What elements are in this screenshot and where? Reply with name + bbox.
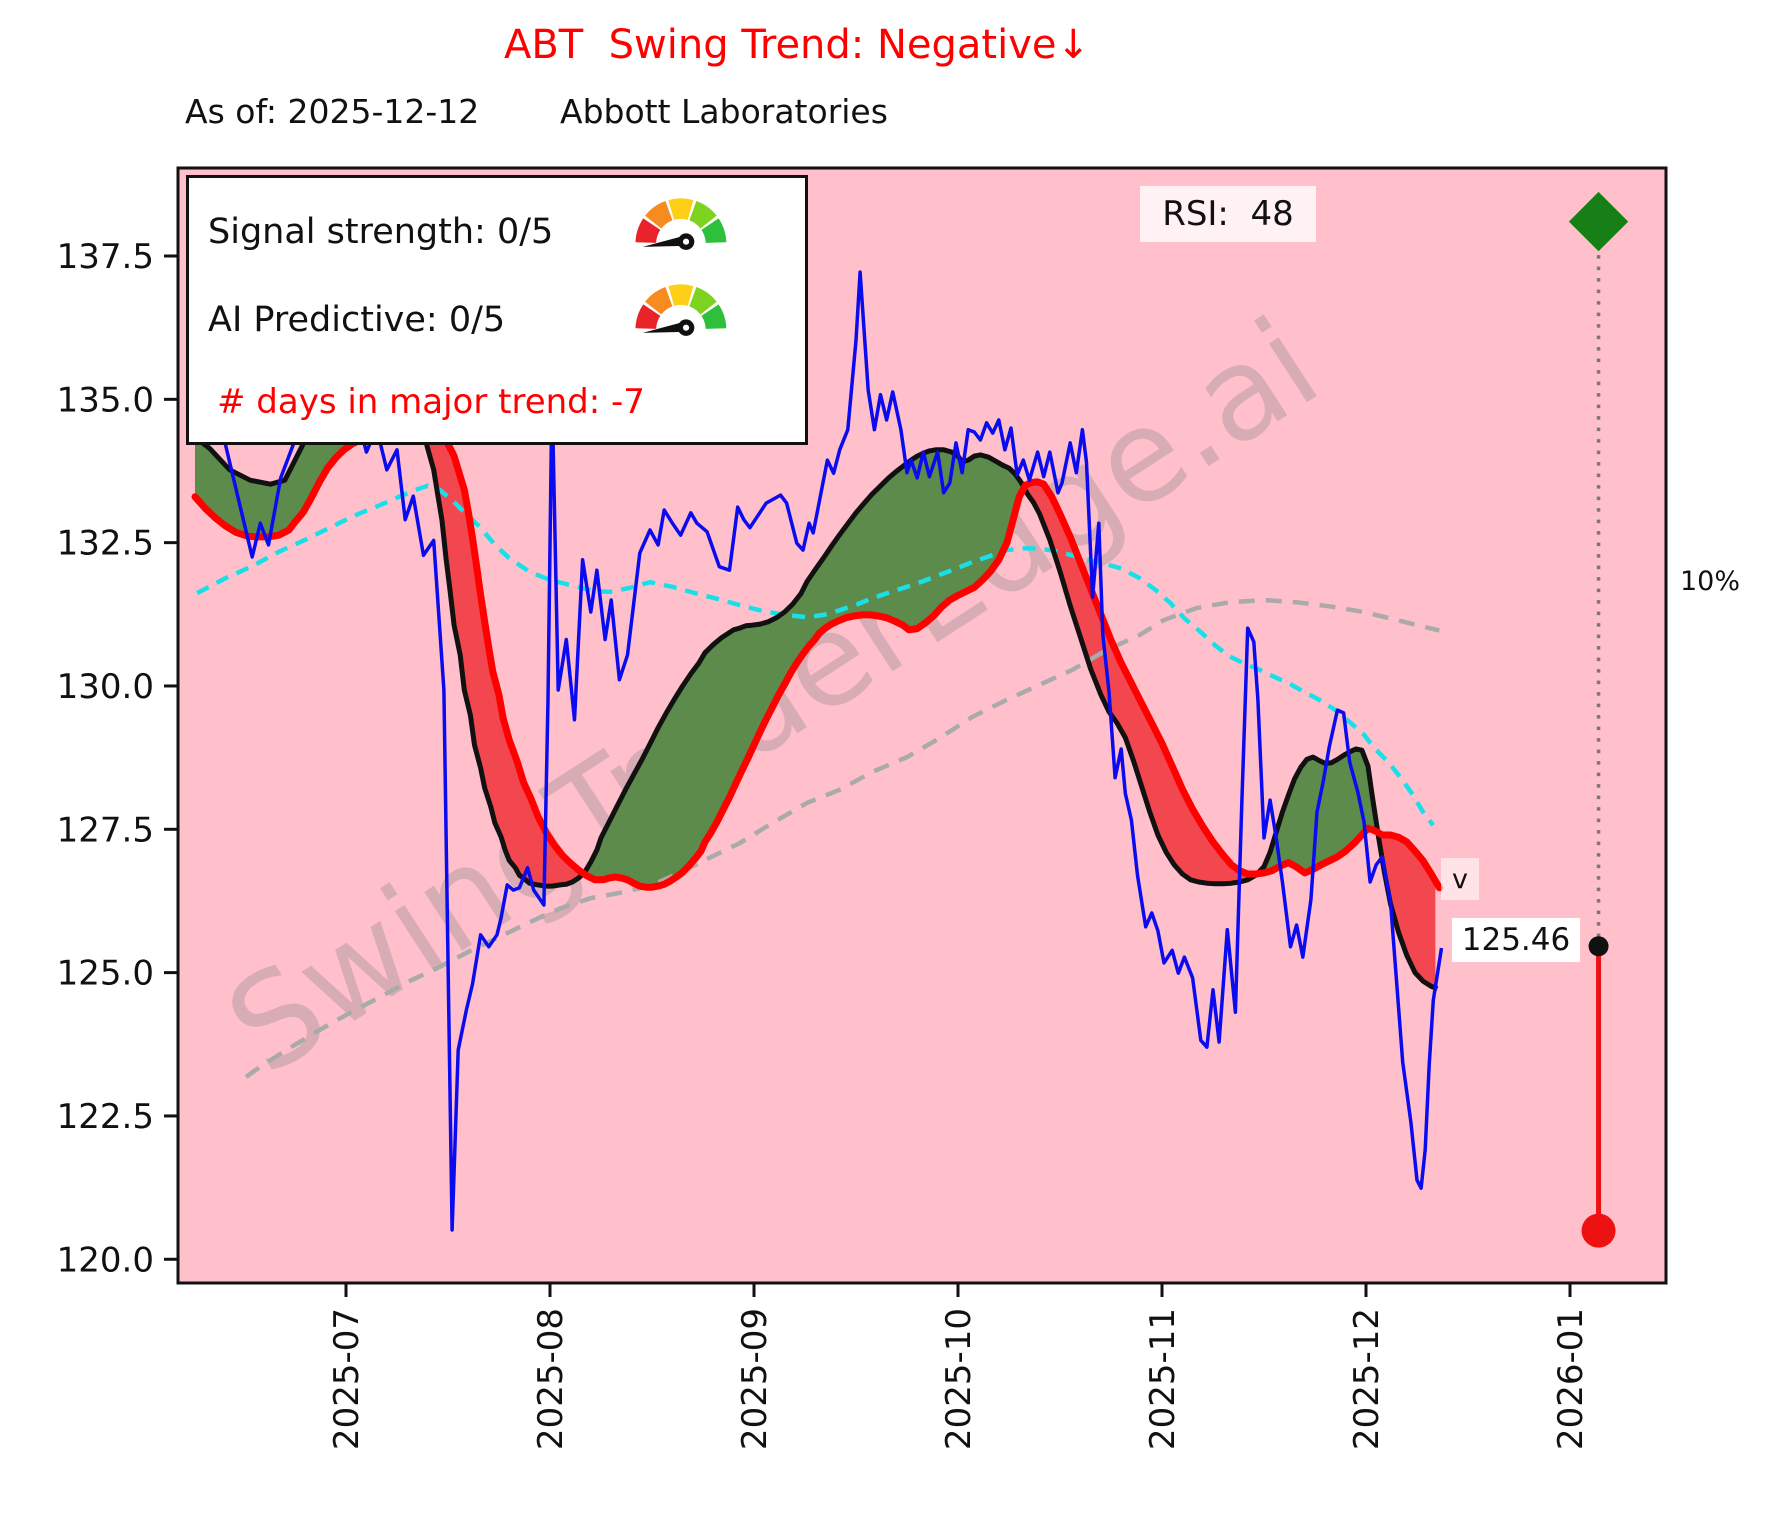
- target-percent-label: 10%: [1680, 566, 1741, 597]
- last-close-dot: [1588, 936, 1609, 957]
- company-name: Abbott Laboratories: [560, 92, 888, 131]
- bullish-band-fill: [1259, 749, 1379, 874]
- gauge-icon: [635, 198, 727, 250]
- x-tick-label: 2025-12: [1347, 1308, 1387, 1450]
- signal-legend-box: Signal strength: 0/5 AI Predictive: 0/5 …: [186, 175, 808, 445]
- stop-dot: [1581, 1213, 1616, 1248]
- x-tick-label: 2025-10: [939, 1308, 979, 1450]
- gauge-icon: [635, 284, 727, 336]
- ai-predictive-label: AI Predictive: 0/5: [208, 300, 506, 340]
- y-tick-label: 125.0: [57, 954, 154, 994]
- y-tick-label: 132.5: [57, 524, 154, 564]
- ma-short-line: [196, 483, 1436, 827]
- rsi-badge: RSI: 48: [1140, 186, 1316, 242]
- days-in-trend-label: # days in major trend: -7: [217, 382, 645, 422]
- bullish-band-fill: [586, 449, 1028, 888]
- x-tick-label: 2026-01: [1551, 1308, 1591, 1450]
- v-marker-label: v: [1441, 858, 1479, 900]
- moving-average-lines: [196, 483, 1440, 1079]
- subtitle-row: As of: 2025-12-12 Abbott Laboratories: [0, 92, 1773, 136]
- page-title: ABT Swing Trend: Negative↓: [503, 22, 1091, 68]
- y-tick-label: 122.5: [57, 1097, 154, 1137]
- target-diamond-icon: [1568, 191, 1629, 252]
- axis-ticks: 137.5 135.0 132.5 130.0 127.5 125.0 122.5 120.0…: [57, 237, 1591, 1450]
- y-tick-label: 120.0: [57, 1240, 154, 1280]
- as-of-date: As of: 2025-12-12: [185, 92, 480, 131]
- close-price-line: [193, 270, 1444, 1232]
- bearish-band-fill: [1378, 832, 1436, 988]
- x-tick-label: 2025-09: [735, 1308, 775, 1450]
- forecast-markers: [1568, 191, 1629, 1248]
- price-line: [193, 270, 1444, 1232]
- ma-long-line: [244, 597, 1440, 1079]
- bearish-band-fill: [423, 426, 587, 887]
- trend-lines: [191, 412, 1443, 992]
- y-tick-label: 137.5: [57, 237, 154, 277]
- y-tick-label: 130.0: [57, 667, 154, 707]
- x-tick-label: 2025-07: [327, 1308, 367, 1450]
- swing-trend-line: [191, 422, 1443, 892]
- signal-strength-label: Signal strength: 0/5: [208, 212, 554, 252]
- band-edge-line: [193, 412, 1439, 992]
- last-price-label: 125.46: [1452, 918, 1580, 962]
- bullish-band-fill: [195, 414, 424, 537]
- gauge-needle: [642, 234, 690, 247]
- y-tick-label: 127.5: [57, 810, 154, 850]
- y-tick-label: 135.0: [57, 380, 154, 420]
- x-tick-label: 2025-11: [1143, 1308, 1183, 1450]
- gauge-needle: [642, 320, 690, 333]
- plot-frame: [176, 166, 1668, 1285]
- x-tick-label: 2025-08: [531, 1308, 571, 1450]
